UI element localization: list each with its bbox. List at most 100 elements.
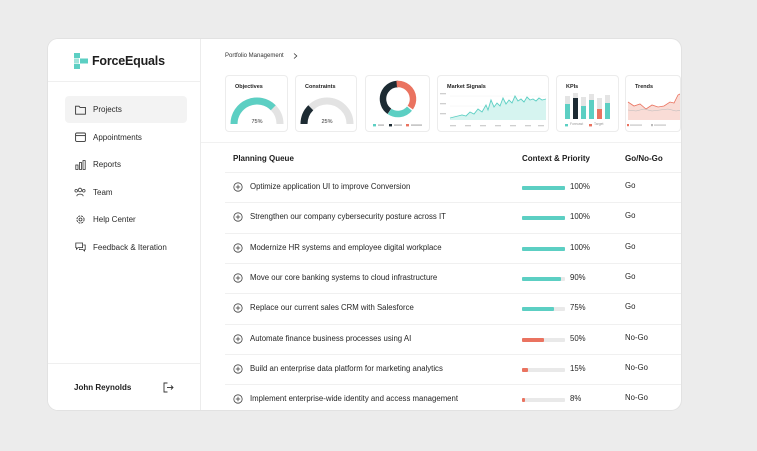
- table-row[interactable]: Automate finance business processes usin…: [225, 323, 681, 354]
- decision-value: Go: [625, 241, 636, 251]
- priority-value: 75%: [570, 303, 586, 313]
- objectives-value: 75%: [251, 119, 263, 125]
- folder-icon: [74, 104, 86, 116]
- priority-bar-fill: [522, 307, 555, 312]
- table-row[interactable]: Strengthen our company cybersecurity pos…: [225, 202, 681, 232]
- sidebar-item-label: Team: [93, 187, 113, 197]
- objectives-gauge-fill: [230, 97, 276, 125]
- objectives-gauge: [230, 97, 284, 125]
- priority-value: 8%: [570, 394, 582, 404]
- table-row[interactable]: Implement enterprise-wide identity and a…: [225, 384, 681, 410]
- logout-icon[interactable]: [163, 382, 174, 393]
- sidebar-item-appointments[interactable]: Appointments: [65, 124, 187, 151]
- table-header: Planning Queue Context & Priority Go/No-…: [225, 148, 681, 172]
- donut-chart: [373, 80, 422, 127]
- add-circle-icon[interactable]: [233, 212, 243, 222]
- task-title[interactable]: Implement enterprise-wide identity and a…: [250, 394, 459, 404]
- kpis-legend-forecast: Forecast: [570, 122, 584, 126]
- team-icon: [74, 186, 86, 198]
- market-signals-card[interactable]: Market Signals: [437, 75, 549, 132]
- task-title[interactable]: Automate finance business processes usin…: [250, 333, 412, 343]
- constraints-gauge-fill: [300, 105, 314, 125]
- constraints-value: 25%: [321, 119, 333, 125]
- trends-card[interactable]: Trends: [625, 75, 681, 132]
- sidebar-item-projects[interactable]: Projects: [65, 96, 187, 123]
- kpis-card[interactable]: KPIs Forecast Target: [556, 75, 619, 132]
- table-row[interactable]: Build an enterprise data platform for ma…: [225, 353, 681, 384]
- add-circle-icon[interactable]: [233, 364, 243, 374]
- kpis-legend-target: Target: [594, 122, 604, 126]
- sidebar-item-label: Projects: [93, 105, 122, 114]
- sidebar-item-label: Feedback & Iteration: [93, 242, 167, 252]
- priority-bar-fill: [522, 246, 565, 251]
- add-circle-icon[interactable]: [233, 182, 243, 192]
- bar-chart-icon: [74, 159, 86, 171]
- priority-bar-fill: [522, 216, 565, 221]
- priority-bar-fill: [522, 276, 561, 281]
- brand-logo-icon: [74, 53, 88, 69]
- objectives-card[interactable]: Objectives 75%: [225, 75, 288, 132]
- brand-name: ForceEquals: [92, 54, 165, 68]
- market-signals-chart: [440, 93, 547, 127]
- user-name: John Reynolds: [74, 383, 132, 392]
- divider: [201, 142, 681, 143]
- card-title: Objectives: [235, 84, 263, 90]
- table-row[interactable]: Optimize application UI to improve Conve…: [225, 172, 681, 202]
- task-title[interactable]: Modernize HR systems and employee digita…: [250, 242, 442, 252]
- table-row[interactable]: Move our core banking systems to cloud i…: [225, 262, 681, 293]
- card-title: Trends: [635, 84, 654, 90]
- priority-bar-fill: [522, 398, 526, 403]
- priority-value: 100%: [570, 182, 590, 191]
- kpis-chart: [565, 93, 610, 127]
- add-circle-icon[interactable]: [233, 303, 243, 313]
- priority-bar: [522, 337, 565, 342]
- task-title[interactable]: Optimize application UI to improve Conve…: [250, 182, 411, 191]
- divider: [48, 363, 200, 364]
- priority-value: 100%: [570, 212, 590, 222]
- donut-legend: [373, 124, 422, 127]
- sidebar: ForceEquals Projects Appointments Repo: [48, 39, 201, 410]
- column-header-go[interactable]: Go/No-Go: [625, 154, 663, 163]
- sidebar-item-reports[interactable]: Reports: [65, 151, 187, 178]
- add-circle-icon[interactable]: [233, 333, 243, 344]
- column-header-context[interactable]: Context & Priority: [522, 154, 591, 163]
- task-title[interactable]: Build an enterprise data platform for ma…: [250, 363, 443, 373]
- decision-value: No-Go: [625, 393, 648, 403]
- decision-value: Go: [625, 302, 636, 312]
- decision-value: Go: [625, 271, 636, 281]
- priority-value: 100%: [570, 242, 590, 252]
- sidebar-item-label: Help Center: [93, 215, 136, 224]
- add-circle-icon[interactable]: [233, 242, 243, 253]
- priority-bar-fill: [522, 367, 529, 372]
- breadcrumb-item[interactable]: Portfolio Management: [225, 53, 284, 59]
- column-header-queue[interactable]: Planning Queue: [233, 154, 294, 163]
- task-title[interactable]: Move our core banking systems to cloud i…: [250, 272, 438, 282]
- sidebar-item-feedback[interactable]: Feedback & Iteration: [65, 234, 187, 261]
- breadcrumb[interactable]: Portfolio Management: [225, 53, 298, 59]
- decision-value: No-Go: [625, 362, 648, 372]
- table-row[interactable]: Replace our current sales CRM with Sales…: [225, 293, 681, 323]
- card-title: Constraints: [305, 84, 336, 90]
- add-circle-icon[interactable]: [233, 394, 243, 404]
- calendar-icon: [74, 131, 86, 143]
- task-title[interactable]: Strengthen our company cybersecurity pos…: [250, 212, 446, 222]
- decision-value: Go: [625, 211, 636, 221]
- chat-icon: [74, 241, 86, 253]
- sidebar-nav: Projects Appointments Reports Team: [65, 96, 187, 261]
- sidebar-item-label: Appointments: [93, 132, 142, 142]
- app-window: ForceEquals Projects Appointments Repo: [48, 39, 681, 410]
- add-circle-icon[interactable]: [233, 273, 243, 283]
- kpi-cards: Objectives 75% Constraints 25%: [225, 75, 681, 132]
- priority-bar: [522, 186, 565, 190]
- decision-value: Go: [625, 181, 636, 190]
- sidebar-item-help-center[interactable]: Help Center: [65, 206, 187, 233]
- donut-card[interactable]: [365, 75, 430, 132]
- card-title: Market Signals: [447, 84, 486, 90]
- divider: [48, 81, 200, 82]
- priority-bar: [522, 276, 565, 281]
- table-row[interactable]: Modernize HR systems and employee digita…: [225, 232, 681, 263]
- task-title[interactable]: Replace our current sales CRM with Sales…: [250, 303, 414, 313]
- sidebar-item-team[interactable]: Team: [65, 179, 187, 206]
- brand[interactable]: ForceEquals: [74, 51, 165, 71]
- constraints-card[interactable]: Constraints 25%: [295, 75, 357, 132]
